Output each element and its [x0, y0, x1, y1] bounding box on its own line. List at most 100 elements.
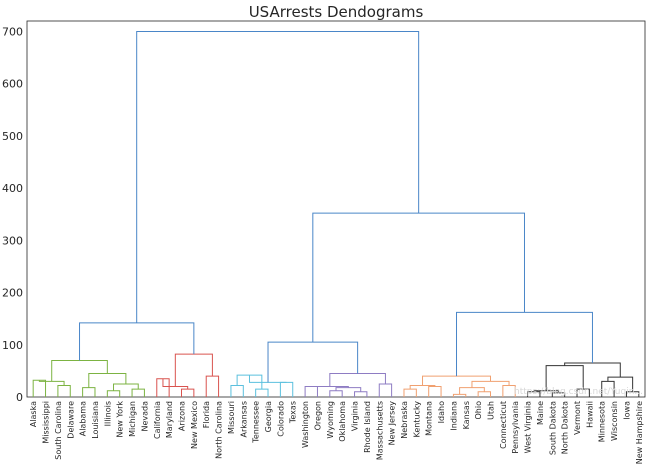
x-tick-label: Oklahoma: [338, 401, 347, 442]
x-tick-label: Massachusetts: [375, 401, 384, 460]
dendrogram-link: [452, 393, 467, 397]
dendrogram-link: [51, 359, 108, 382]
dendrogram-link: [403, 388, 417, 397]
x-tick-label: Hawaii: [585, 401, 594, 428]
dendrogram-link: [230, 385, 244, 397]
x-tick-label: Nevada: [140, 401, 149, 432]
x-tick-label: Alabama: [79, 401, 88, 436]
dendrogram-link: [279, 381, 294, 397]
x-tick-label: Georgia: [264, 401, 273, 432]
x-tick-label: Mississippi: [42, 401, 51, 444]
dendrogram-link: [576, 388, 590, 397]
dendrogram-link: [545, 365, 584, 391]
x-tick-label: California: [153, 401, 162, 439]
dendrogram-link: [422, 375, 491, 386]
x-tick-label: Virginia: [351, 401, 360, 431]
dendrogram-link: [57, 385, 71, 397]
dendrogram-link: [312, 212, 525, 343]
dendrogram-link: [106, 390, 121, 397]
x-tick-label: Minnesota: [598, 401, 607, 442]
chart-title: USArrests Dendograms: [249, 3, 424, 21]
x-tick-label: Illinois: [103, 401, 112, 426]
dendrogram-link: [32, 379, 47, 397]
x-tick-label: Maine: [536, 401, 545, 425]
x-tick-label: North Carolina: [215, 401, 224, 459]
dendrogram-link: [329, 390, 343, 397]
x-tick-label: South Carolina: [54, 401, 63, 460]
dendrogram-link: [174, 353, 213, 387]
dendrogram-link: [477, 391, 491, 397]
dendrogram-link: [607, 376, 634, 392]
watermark-text: https://blog.csdn.net/Yuqin...: [514, 387, 643, 397]
x-tick-label: Kentucky: [412, 401, 421, 438]
dendrogram-links: [32, 30, 640, 397]
dendrogram-link: [156, 378, 170, 397]
x-tick-label: Connecticut: [499, 401, 508, 449]
dendrogram-link: [354, 391, 368, 397]
x-tick-label: New Mexico: [190, 401, 199, 449]
x-tick-label: Nebraska: [400, 401, 409, 439]
x-tick-label: Ohio: [474, 401, 483, 420]
y-tick-label: 500: [2, 130, 23, 143]
x-tick-label: Arizona: [178, 401, 187, 431]
plot-frame: [26, 20, 646, 398]
x-tick-label: Missouri: [227, 401, 236, 434]
dendrogram-link: [527, 391, 541, 397]
dendrogram-link: [267, 341, 359, 383]
y-tick-label: 600: [2, 78, 23, 91]
y-tick-label: 200: [2, 287, 23, 300]
y-tick-label: 400: [2, 182, 23, 195]
x-tick-label: West Virginia: [524, 401, 533, 453]
x-tick-label: Delaware: [66, 401, 75, 439]
x-tick-label: New Jersey: [388, 401, 397, 446]
x-tick-label: Arkansas: [239, 401, 248, 437]
dendrogram-link: [456, 311, 593, 377]
dendrogram-link: [311, 386, 349, 388]
x-tick-label: Colorado: [276, 401, 285, 437]
x-tick-label: Michigan: [128, 401, 137, 437]
x-tick-label: Utah: [487, 401, 496, 420]
dendrogram-link: [113, 383, 139, 391]
x-tick-label: Florida: [202, 401, 211, 428]
dendrogram-link: [255, 388, 269, 397]
x-tick-label: New Hampshire: [635, 401, 644, 464]
x-tick-label: Washington: [301, 401, 310, 448]
dendrogram-link: [564, 362, 621, 378]
dendrogram-link: [471, 380, 510, 388]
x-tick-label: Oregon: [313, 401, 322, 430]
y-tick-label: 0: [16, 391, 23, 404]
dendrogram-link: [304, 386, 318, 397]
y-tick-label: 700: [2, 25, 23, 38]
dendrogram-link: [162, 378, 189, 390]
y-tick-label: 300: [2, 234, 23, 247]
dendrogram-link: [88, 373, 127, 388]
x-tick-label: Wisconsin: [610, 401, 619, 441]
x-tick-label: Idaho: [437, 401, 446, 423]
dendrogram-link: [181, 388, 195, 397]
y-axis: 0 100 200 300 400 500 600 700: [2, 25, 23, 404]
x-tick-label: Montana: [425, 401, 434, 436]
y-tick-label: 100: [2, 339, 23, 352]
dendrogram-link: [79, 322, 195, 361]
dendrogram-link: [378, 383, 393, 397]
dendrogram-link: [459, 387, 485, 395]
dendrogram-link: [82, 387, 96, 397]
x-tick-label: Alaska: [29, 401, 38, 427]
dendrogram-link: [248, 375, 287, 383]
x-tick-label: Indiana: [449, 401, 458, 431]
x-tick-label: New York: [116, 401, 125, 438]
x-tick-label: Pennsylvania: [511, 401, 520, 454]
x-tick-label: Maryland: [165, 401, 174, 438]
dendrogram-link: [428, 386, 442, 397]
x-tick-label: Louisiana: [91, 401, 100, 439]
x-tick-label: Wyoming: [326, 401, 335, 439]
x-tick-label: Vermont: [573, 401, 582, 435]
dendrogram-link: [329, 373, 386, 387]
x-tick-label: Iowa: [622, 401, 631, 420]
x-tick-label: Rhode Island: [363, 401, 372, 453]
x-tick-label: North Dakota: [561, 401, 570, 454]
x-tick-label: Texas: [289, 401, 298, 424]
x-axis: Alaska Mississippi South Carolina Delaware A…: [29, 401, 644, 464]
dendrogram-link: [131, 388, 145, 397]
